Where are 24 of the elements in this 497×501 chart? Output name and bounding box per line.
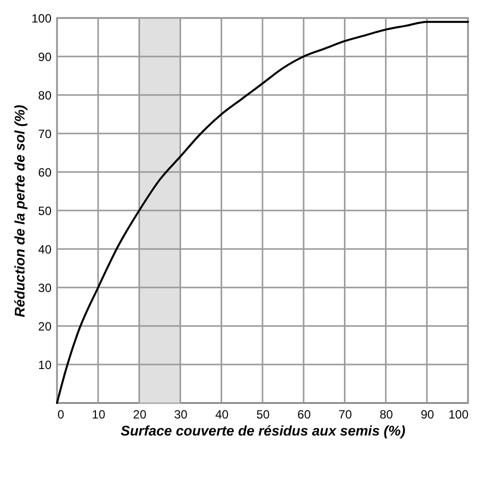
line-series <box>56 20 469 404</box>
x-tick-label: 30 <box>174 408 188 422</box>
y-tick-label: 20 <box>38 320 52 334</box>
x-tick-label: 20 <box>133 408 147 422</box>
x-tick-label: 90 <box>420 408 434 422</box>
y-tick-label: 30 <box>38 281 52 295</box>
y-axis-title: Réduction de la perte de sol (%) <box>11 104 28 318</box>
x-tick-label: 10 <box>92 408 106 422</box>
y-tick-label: 70 <box>38 127 52 141</box>
x-tick-label: 50 <box>256 408 270 422</box>
x-tick-label: 70 <box>338 408 352 422</box>
y-tick-label: 50 <box>38 204 52 218</box>
y-tick-label: 40 <box>38 242 52 256</box>
x-tick-label: 100 <box>448 408 469 422</box>
x-axis-title: Surface couverte de résidus aux semis (%) <box>120 422 406 438</box>
x-tick-label: 80 <box>380 408 394 422</box>
y-tick-label: 90 <box>38 50 52 64</box>
y-tick-label: 100 <box>31 12 52 26</box>
y-tick-label: 60 <box>38 166 52 180</box>
x-tick-label: 60 <box>297 408 312 422</box>
x-tick-label: 0 <box>58 408 64 422</box>
y-tick-label: 80 <box>38 88 52 102</box>
x-tick-label: 40 <box>215 408 229 422</box>
y-tick-label: 10 <box>38 358 52 372</box>
